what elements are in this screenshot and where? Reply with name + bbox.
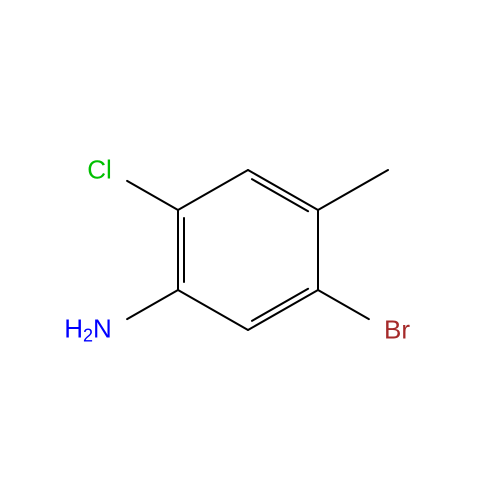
nh2-n: N bbox=[93, 314, 112, 344]
atom-label-br: Br bbox=[384, 315, 410, 346]
atom-label-cl: Cl bbox=[87, 155, 112, 186]
br-text: Br bbox=[384, 315, 410, 345]
cl-text: Cl bbox=[87, 155, 112, 185]
nh2-2: 2 bbox=[83, 326, 93, 346]
atom-label-nh2: H2N bbox=[64, 314, 112, 347]
nh2-h: H bbox=[64, 314, 83, 344]
molecule-canvas bbox=[0, 0, 500, 500]
bond-layer bbox=[127, 170, 388, 330]
